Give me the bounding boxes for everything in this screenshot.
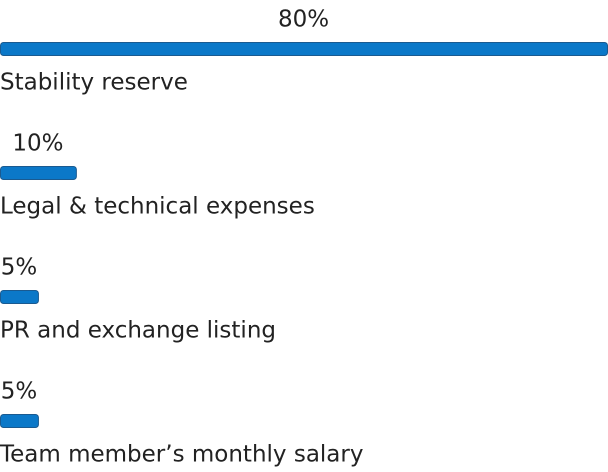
value-label: 5% (1, 379, 38, 405)
category-label: Stability reserve (0, 70, 188, 96)
category-label: PR and exchange listing (0, 318, 276, 344)
category-label: Legal & technical expenses (0, 194, 315, 220)
bar (0, 166, 77, 180)
bar (0, 290, 39, 304)
bar (0, 414, 39, 428)
value-label: 10% (12, 131, 63, 157)
bar (0, 42, 608, 56)
value-label: 5% (1, 255, 38, 281)
value-label: 80% (278, 7, 329, 33)
category-label: Team member’s monthly salary (0, 442, 363, 468)
